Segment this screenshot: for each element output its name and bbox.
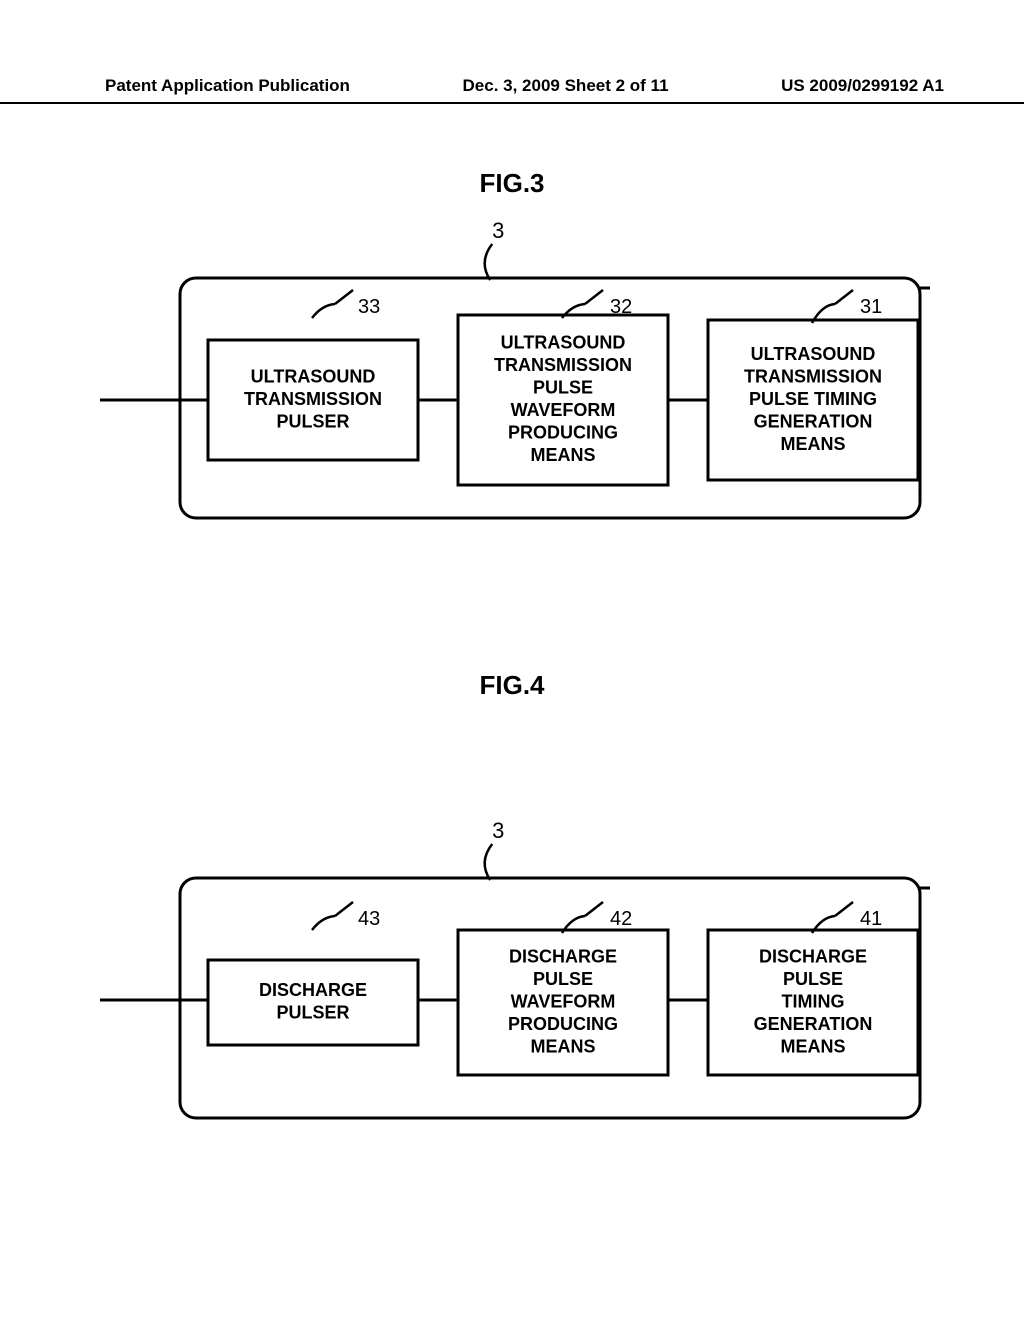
fig3-block-32-label-line-4: PRODUCING xyxy=(508,423,618,443)
fig4-block-43-label-line-1: PULSER xyxy=(276,1003,349,1023)
fig3-block-33-label-line-0: ULTRASOUND xyxy=(251,366,376,386)
fig4-pointer-42-tail xyxy=(585,902,603,916)
fig4-pointer-43-tail xyxy=(335,902,353,916)
fig3-block-32-label-line-5: MEANS xyxy=(530,445,595,465)
fig3-container-ref-pointer xyxy=(485,244,493,280)
fig4-diagram: 3DISCHARGEPULSERDISCHARGEPULSEWAVEFORMPR… xyxy=(100,810,930,1120)
fig4-container-ref-pointer xyxy=(485,844,493,880)
fig4-title: FIG.4 xyxy=(0,670,1024,701)
fig3-block-31-label-line-0: ULTRASOUND xyxy=(751,344,876,364)
fig4-block-41-label-line-4: MEANS xyxy=(780,1036,845,1056)
fig3-container-ref-label: 3 xyxy=(492,218,504,243)
fig4-block-42-label-line-2: WAVEFORM xyxy=(511,991,616,1011)
fig3-title: FIG.3 xyxy=(0,168,1024,199)
fig4-block-41-label-line-3: GENERATION xyxy=(754,1014,873,1034)
fig3-block-31-label-line-4: MEANS xyxy=(780,434,845,454)
fig3-block-31-label-line-3: GENERATION xyxy=(754,411,873,431)
fig4-pointer-41-tail xyxy=(835,902,853,916)
fig3-pointer-33-label: 33 xyxy=(358,296,380,318)
fig3-pointer-33-tail xyxy=(335,290,353,304)
fig4-block-42-label-line-3: PRODUCING xyxy=(508,1014,618,1034)
fig3-block-33-label-line-1: TRANSMISSION xyxy=(244,389,382,409)
fig4-block-42-label-line-0: DISCHARGE xyxy=(509,946,617,966)
fig3-pointer-32-tail xyxy=(585,290,603,304)
fig3-block-32-label-line-2: PULSE xyxy=(533,378,593,398)
fig3-diagram: 3ULTRASOUNDTRANSMISSIONPULSERULTRASOUNDT… xyxy=(100,210,930,520)
fig3-block-31-label-line-1: TRANSMISSION xyxy=(744,366,882,386)
fig3-block-32-label-line-3: WAVEFORM xyxy=(511,400,616,420)
fig4-pointer-43 xyxy=(312,916,335,930)
fig4-container-ref-label: 3 xyxy=(492,818,504,843)
fig4-pointer-43-label: 43 xyxy=(358,908,380,930)
fig3-pointer-31-label: 31 xyxy=(860,296,882,318)
page-header: Patent Application Publication Dec. 3, 2… xyxy=(0,76,1024,104)
fig3-block-32-label-line-1: TRANSMISSION xyxy=(494,355,632,375)
fig4-block-41-label-line-1: PULSE xyxy=(783,969,843,989)
fig3-pointer-32-label: 32 xyxy=(610,296,632,318)
fig4-block-41-label-line-2: TIMING xyxy=(782,991,845,1011)
fig3-pointer-33 xyxy=(312,304,335,318)
fig3-block-33-label-line-2: PULSER xyxy=(276,411,349,431)
fig4-block-42-label-line-4: MEANS xyxy=(530,1036,595,1056)
fig4-pointer-42-label: 42 xyxy=(610,908,632,930)
fig4-block-41-label-line-0: DISCHARGE xyxy=(759,946,867,966)
fig4-pointer-41-label: 41 xyxy=(860,908,882,930)
fig3-pointer-31-tail xyxy=(835,290,853,304)
fig3-block-32-label-line-0: ULTRASOUND xyxy=(501,333,626,353)
header-center: Dec. 3, 2009 Sheet 2 of 11 xyxy=(463,76,669,96)
fig4-block-43-label-line-0: DISCHARGE xyxy=(259,980,367,1000)
page: Patent Application Publication Dec. 3, 2… xyxy=(0,0,1024,1320)
fig3-block-31-label-line-2: PULSE TIMING xyxy=(749,389,877,409)
header-right: US 2009/0299192 A1 xyxy=(781,76,944,96)
fig4-block-42-label-line-1: PULSE xyxy=(533,969,593,989)
header-left: Patent Application Publication xyxy=(105,76,350,96)
